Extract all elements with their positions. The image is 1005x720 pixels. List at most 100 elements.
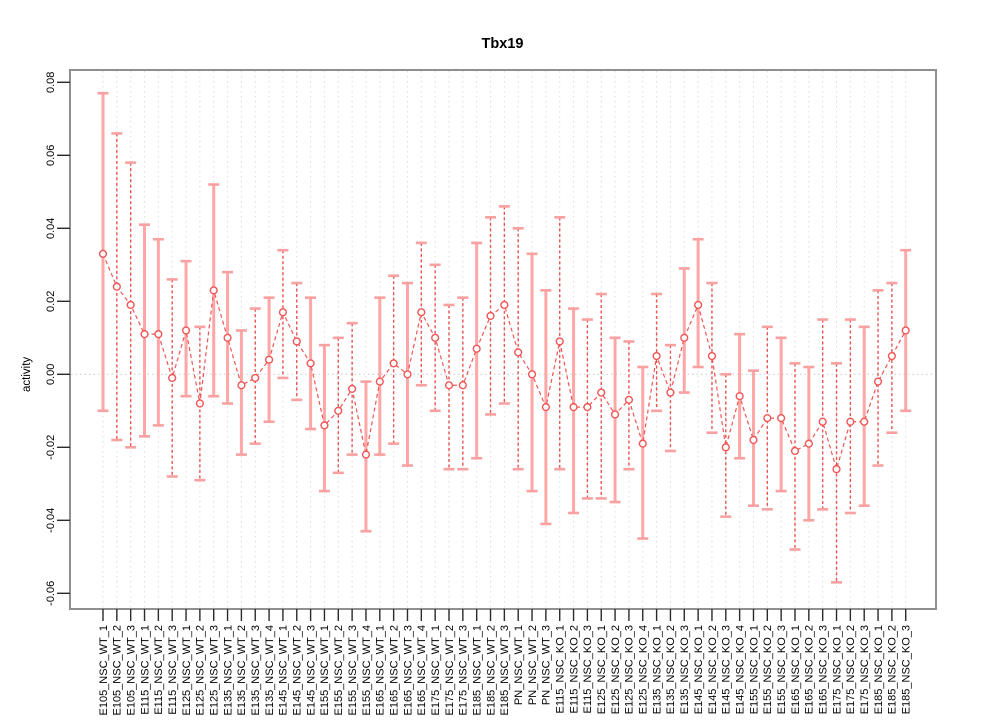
x-tick-label: E125_NSC_KO_3 xyxy=(624,625,636,714)
y-tick-label: 0.00 xyxy=(45,364,57,385)
chart-title: Tbx19 xyxy=(481,36,524,52)
data-point xyxy=(610,410,620,419)
data-point xyxy=(112,282,121,291)
x-tick-label: PN_NSC_WT_1 xyxy=(513,625,525,705)
x-tick-label: E135_NSC_WT_1 xyxy=(222,625,234,716)
data-point xyxy=(444,381,454,390)
y-tick-label: -0.02 xyxy=(45,435,57,460)
x-tick-label: E145_NSC_WT_3 xyxy=(305,625,317,716)
data-point xyxy=(417,308,426,317)
x-tick-label: E125_NSC_WT_3 xyxy=(209,625,221,716)
x-tick-label: E145_NSC_KO_1 xyxy=(693,625,705,714)
x-tick-label: E115_NSC_WT_2 xyxy=(153,625,165,715)
y-tick-label: 0.04 xyxy=(45,218,57,239)
x-tick-label: E175_NSC_WT_3 xyxy=(458,625,470,716)
data-point xyxy=(860,417,869,426)
x-tick-label: E185_NSC_WT_3 xyxy=(499,625,511,716)
plot-border xyxy=(69,69,937,610)
data-point xyxy=(472,344,481,353)
x-tick-label: E145_NSC_WT_2 xyxy=(292,625,304,716)
x-tick-label: E115_NSC_WT_3 xyxy=(167,625,179,715)
data-point xyxy=(98,249,108,258)
x-tick-label: E165_NSC_KO_1 xyxy=(790,625,802,714)
x-tick-label: E115_NSC_KO_2 xyxy=(568,625,580,713)
x-tick-label: E115_NSC_KO_3 xyxy=(582,625,594,713)
data-point xyxy=(777,414,786,423)
data-point xyxy=(195,399,204,408)
data-point xyxy=(569,403,578,412)
data-point xyxy=(486,311,495,321)
data-point xyxy=(804,439,813,448)
x-tick-label: E175_NSC_KO_3 xyxy=(859,625,871,714)
data-point xyxy=(583,403,592,412)
data-point xyxy=(458,381,467,390)
x-tick-label: E165_NSC_WT_3 xyxy=(402,625,414,716)
data-point xyxy=(264,355,274,364)
data-point xyxy=(763,414,772,423)
data-point xyxy=(652,351,661,361)
data-point xyxy=(251,373,260,383)
x-tick-label: E125_NSC_WT_1 xyxy=(181,625,193,716)
data-point xyxy=(334,406,343,415)
x-tick-label: E145_NSC_KO_4 xyxy=(734,625,746,714)
data-point xyxy=(403,370,412,379)
x-tick-label: E105_NSC_WT_1 xyxy=(98,625,110,716)
x-tick-label: E175_NSC_KO_1 xyxy=(831,625,843,714)
x-tick-label: E165_NSC_KO_2 xyxy=(804,625,816,714)
data-point xyxy=(514,348,523,357)
x-tick-label: E125_NSC_WT_2 xyxy=(195,625,207,716)
x-tick-label: E155_NSC_KO_2 xyxy=(762,625,774,714)
data-point xyxy=(624,395,634,404)
data-point xyxy=(832,465,841,474)
y-tick-label: 0.08 xyxy=(45,72,57,93)
data-point xyxy=(749,435,758,445)
data-point xyxy=(500,300,509,310)
x-tick-label: PN_NSC_WT_3 xyxy=(541,625,553,705)
x-tick-label: E155_NSC_WT_1 xyxy=(319,625,331,716)
data-point xyxy=(181,326,191,335)
x-tick-label: E185_NSC_KO_1 xyxy=(873,625,885,714)
data-point xyxy=(901,326,910,335)
x-tick-label: E135_NSC_KO_1 xyxy=(651,625,663,714)
y-tick-label: 0.06 xyxy=(45,145,57,166)
x-tick-label: E165_NSC_WT_4 xyxy=(416,625,428,716)
data-point xyxy=(638,439,647,448)
data-point xyxy=(375,377,384,386)
data-point xyxy=(735,392,744,401)
x-tick-label: E175_NSC_KO_2 xyxy=(845,625,857,714)
y-tick-label: -0.06 xyxy=(45,581,57,606)
data-point xyxy=(278,308,288,317)
data-point xyxy=(846,417,855,426)
data-point xyxy=(666,388,675,397)
x-tick-label: E155_NSC_WT_3 xyxy=(347,625,359,716)
data-point xyxy=(790,446,800,456)
data-point xyxy=(818,417,827,426)
x-tick-label: E165_NSC_WT_2 xyxy=(388,625,400,716)
data-point xyxy=(237,381,246,390)
data-point xyxy=(680,333,689,342)
x-tick-label: PN_NSC_WT_2 xyxy=(527,625,539,705)
data-point xyxy=(348,384,357,394)
x-tick-label: E165_NSC_WT_1 xyxy=(375,625,387,716)
data-point xyxy=(320,421,329,430)
data-point xyxy=(126,300,135,310)
data-point xyxy=(361,450,371,459)
data-point xyxy=(707,351,717,361)
x-tick-label: E145_NSC_KO_2 xyxy=(707,625,719,714)
x-tick-label: E145_NSC_WT_1 xyxy=(278,625,290,716)
data-point xyxy=(209,286,218,295)
x-tick-label: E105_NSC_WT_2 xyxy=(112,625,124,716)
x-tick-label: E145_NSC_KO_3 xyxy=(721,625,733,714)
data-point xyxy=(694,300,703,310)
data-point xyxy=(873,377,883,386)
y-tick-label: 0.02 xyxy=(45,291,57,312)
data-point xyxy=(140,330,149,339)
x-tick-label: E125_NSC_KO_1 xyxy=(596,625,608,714)
x-tick-label: E155_NSC_WT_4 xyxy=(361,625,373,716)
data-point xyxy=(887,351,896,361)
data-point xyxy=(223,333,232,342)
x-tick-label: E135_NSC_WT_3 xyxy=(250,625,262,716)
x-tick-label: E185_NSC_WT_1 xyxy=(471,625,483,716)
data-point xyxy=(431,333,440,342)
